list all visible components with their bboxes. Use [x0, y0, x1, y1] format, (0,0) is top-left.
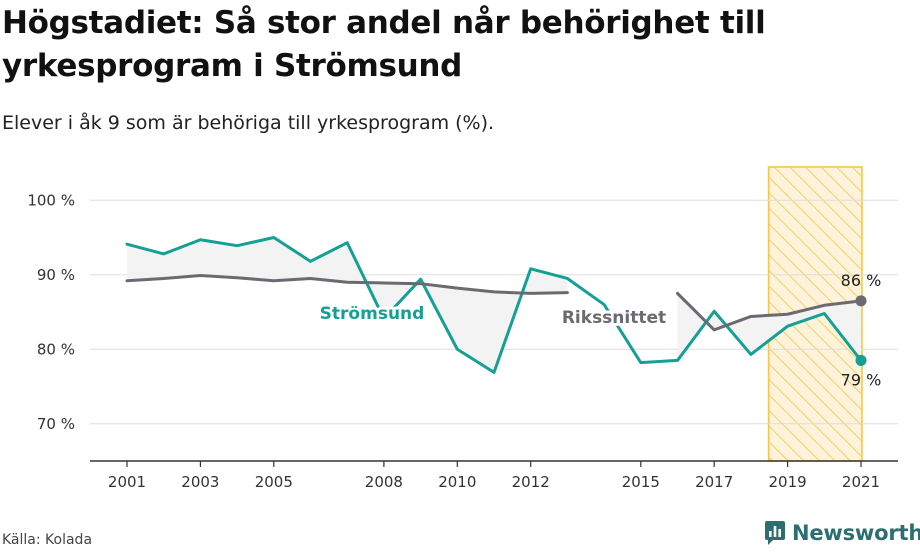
- x-tick-label: 2005: [255, 473, 293, 491]
- riket-end-point: [855, 295, 867, 307]
- source-note: Källa: Kolada: [2, 532, 93, 548]
- gap-fill: [127, 237, 861, 373]
- y-tick-label: 80 %: [37, 340, 75, 358]
- brand-logo: Newsworthy: [764, 520, 920, 546]
- x-tick-label: 2015: [622, 473, 660, 491]
- chart-subtitle: Elever i åk 9 som är behöriga till yrkes…: [2, 112, 495, 134]
- end-points: 86 % 79 %: [841, 271, 882, 390]
- x-tick-label: 2010: [438, 473, 476, 491]
- x-tick-label: 2012: [512, 473, 550, 491]
- series-labels: Strömsund Rikssnittet: [317, 301, 669, 331]
- series-lines: [125, 236, 863, 374]
- gap-area: [677, 293, 861, 361]
- brand-name: Newsworthy: [792, 521, 920, 545]
- gap-area: [127, 237, 568, 373]
- stromsund-end-label: 79 %: [841, 370, 882, 389]
- y-tick-label: 70 %: [37, 415, 75, 433]
- chart-title: Högstadiet: Så stor andel når behörighet…: [2, 5, 766, 84]
- y-tick-label: 100 %: [27, 191, 75, 209]
- x-tick-label: 2017: [695, 473, 733, 491]
- x-axis: 2001 2003 2005 2008 2010 2012 2015 2017 2019 2021: [90, 460, 898, 491]
- riket-line: [125, 273, 863, 332]
- x-tick-label: 2021: [842, 473, 880, 491]
- riket-series-label: Rikssnittet: [562, 308, 666, 328]
- newsworthy-icon: [765, 521, 785, 545]
- stromsund-line: [125, 236, 863, 374]
- y-tick-label: 90 %: [37, 266, 75, 284]
- x-tick-label: 2019: [769, 473, 807, 491]
- stromsund-end-point: [855, 354, 867, 366]
- x-tick-label: 2003: [181, 473, 219, 491]
- stromsund-series-label: Strömsund: [320, 304, 425, 324]
- x-tick-label: 2001: [108, 473, 146, 491]
- x-tick-label: 2008: [365, 473, 403, 491]
- riket-end-label: 86 %: [841, 271, 882, 290]
